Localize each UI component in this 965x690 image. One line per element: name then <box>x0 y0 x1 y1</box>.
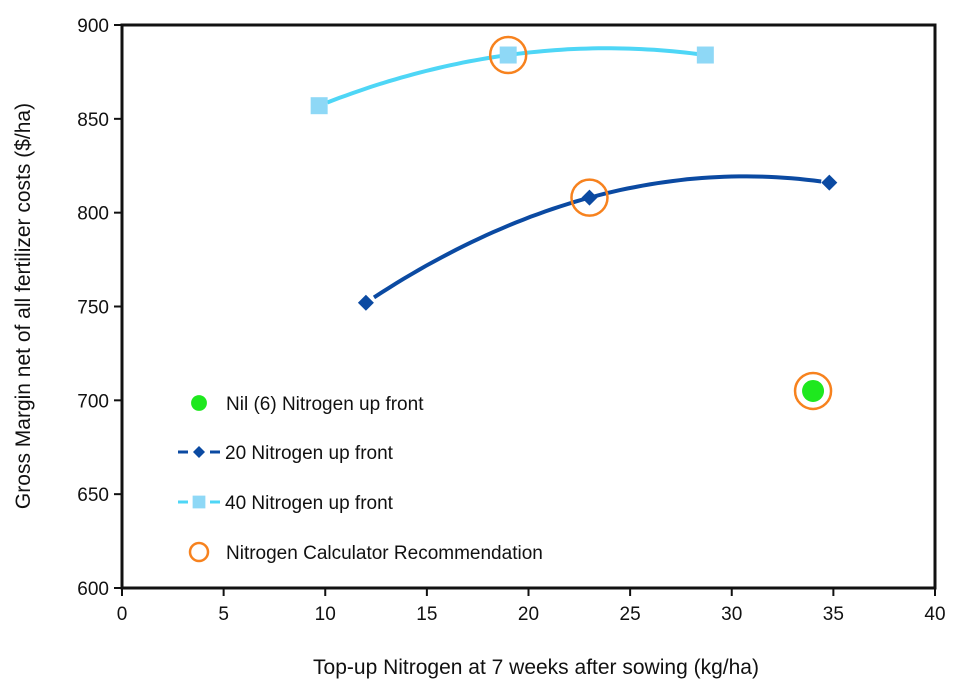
data-point <box>357 294 374 311</box>
x-tick-label: 20 <box>518 604 539 625</box>
y-tick-label: 700 <box>77 391 109 412</box>
data-point <box>802 379 825 402</box>
legend-marker <box>192 495 206 509</box>
y-axis-label: Gross Margin net of all fertilizer costs… <box>12 103 35 509</box>
x-axis-label: Top-up Nitrogen at 7 weeks after sowing … <box>313 656 759 679</box>
legend-marker <box>191 395 207 411</box>
x-tick-label: 15 <box>416 604 437 625</box>
x-tick-label: 0 <box>117 604 128 625</box>
y-tick-label: 900 <box>77 16 109 37</box>
legend-label: Nil (6) Nitrogen up front <box>226 394 424 415</box>
data-point <box>570 178 609 217</box>
y-tick-label: 650 <box>77 485 109 506</box>
x-tick-label: 30 <box>721 604 742 625</box>
legend-label: Nitrogen Calculator Recommendation <box>226 543 543 564</box>
legend-label: 20 Nitrogen up front <box>225 443 394 464</box>
x-tick-label: 10 <box>315 604 336 625</box>
data-point <box>581 189 598 206</box>
trend-line <box>372 174 822 300</box>
data-point <box>310 97 328 115</box>
y-tick-label: 850 <box>77 110 109 131</box>
x-tick-label: 25 <box>620 604 641 625</box>
x-tick-label: 35 <box>823 604 844 625</box>
data-point <box>821 174 838 191</box>
data-point <box>488 35 528 75</box>
data-point <box>793 371 833 411</box>
legend-marker <box>193 446 205 458</box>
y-tick-label: 750 <box>77 298 109 319</box>
x-tick-label: 5 <box>218 604 229 625</box>
y-tick-label: 800 <box>77 204 109 225</box>
data-point <box>499 46 517 64</box>
legend-marker <box>188 541 210 563</box>
data-point <box>696 46 714 64</box>
y-tick-label: 600 <box>77 579 109 600</box>
x-tick-label: 40 <box>924 604 945 625</box>
legend-label: 40 Nitrogen up front <box>225 493 394 514</box>
